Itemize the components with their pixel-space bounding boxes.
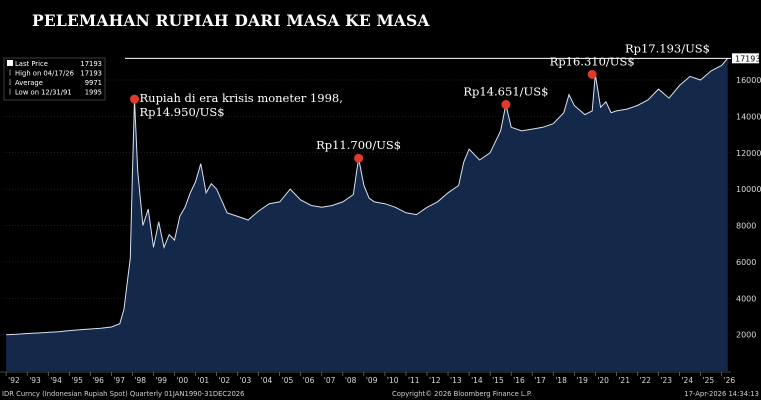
annotation-marker	[130, 94, 140, 104]
x-tick-label: '97	[113, 376, 125, 385]
annotation-label: Rp14.950/US$	[140, 105, 225, 119]
legend-label: High on 04/17/26	[15, 70, 74, 78]
x-tick-label: '08	[345, 376, 357, 385]
x-tick-label: '99	[155, 376, 167, 385]
annotation-marker	[354, 153, 364, 163]
x-axis: '92 '93 '94 '95 '96 '97 '98 '99 '00 '01 '02 '03 '04 '…	[0, 371, 736, 385]
footer: IDR Curncy (Indonesian Rupiah Spot) Quar…	[2, 390, 759, 398]
x-tick-label: '22	[639, 376, 651, 385]
y-tick-label: 8000	[736, 222, 756, 231]
legend: Last Price 17193 High on 04/17/26 17193 Aver…	[3, 57, 106, 101]
annotation-label: Rp16.310/US$	[550, 54, 635, 68]
chart-title: PELEMAHAN RUPIAH DARI MASA KE MASA	[32, 11, 430, 30]
x-tick-label: '19	[576, 376, 588, 385]
x-tick-label: '14	[471, 376, 483, 385]
legend-value: 1995	[85, 89, 102, 97]
x-tick-label: '26	[724, 376, 736, 385]
x-tick-label: '00	[176, 376, 188, 385]
x-tick-label: '24	[681, 376, 693, 385]
x-tick-label: '06	[303, 376, 315, 385]
x-tick-label: '13	[450, 376, 462, 385]
x-tick-label: '15	[492, 376, 504, 385]
y-tick-label: 16000	[736, 76, 761, 85]
price-area	[6, 58, 728, 372]
x-tick-label: '18	[555, 376, 567, 385]
legend-label: Average	[15, 79, 43, 87]
annotation-label: Rp14.651/US$	[463, 85, 548, 99]
y-axis: 2000 4000 6000 8000 10000 12000 14000 16000 1719…	[732, 53, 761, 340]
legend-box	[3, 57, 106, 101]
x-tick-label: '96	[92, 376, 104, 385]
x-tick-label: '16	[513, 376, 525, 385]
y-tick-label: 14000	[736, 112, 761, 121]
footer-timestamp: 17-Apr-2026 14:34:13	[684, 390, 759, 398]
y-tick-label: 6000	[736, 258, 756, 267]
annotation-marker	[501, 100, 511, 110]
price-line	[6, 57, 729, 336]
annotation-label: Rp17.193/US$	[625, 41, 710, 55]
x-tick-label: '95	[71, 376, 83, 385]
last-price-tag-label: 17193	[735, 54, 760, 63]
x-tick-label: '09	[366, 376, 378, 385]
x-tick-label: '07	[324, 376, 336, 385]
x-tick-label: '03	[240, 376, 252, 385]
annotations: Rupiah di era krisis moneter 1998,Rp14.9…	[130, 41, 710, 163]
x-tick-label: '05	[282, 376, 294, 385]
x-tick-label: '10	[387, 376, 399, 385]
x-tick-label: '21	[618, 376, 630, 385]
x-tick-label: '02	[219, 376, 231, 385]
annotation-label: Rp11.700/US$	[316, 138, 401, 152]
last-price-tag	[732, 53, 759, 64]
x-tick-label: '92	[8, 376, 20, 385]
legend-value: 17193	[80, 60, 102, 68]
x-tick-label: '17	[534, 376, 546, 385]
x-tick-label: '12	[429, 376, 441, 385]
annotation-label: Rupiah di era krisis moneter 1998,	[140, 91, 343, 105]
x-tick-label: '94	[50, 376, 62, 385]
legend-label: Last Price	[15, 60, 48, 68]
x-tick-label: '20	[597, 376, 609, 385]
y-tick-label: 4000	[736, 294, 756, 303]
footer-source: IDR Curncy (Indonesian Rupiah Spot) Quar…	[2, 390, 244, 398]
y-tick-label: 2000	[736, 331, 756, 340]
y-tick-label: 12000	[736, 149, 761, 158]
legend-label: Low on 12/31/91	[15, 89, 72, 97]
x-tick-label: '11	[408, 376, 420, 385]
x-tick-label: '01	[198, 376, 210, 385]
x-tick-label: '23	[660, 376, 672, 385]
y-tick-label: 10000	[736, 185, 761, 194]
legend-value: 17193	[80, 70, 102, 78]
x-tick-label: '04	[261, 376, 273, 385]
legend-swatch	[7, 60, 13, 66]
annotation-marker	[587, 69, 597, 79]
x-tick-label: '25	[703, 376, 715, 385]
x-tick-label: '98	[134, 376, 146, 385]
legend-value: 9971	[85, 79, 102, 87]
footer-copyright: Copyright© 2026 Bloomberg Finance L.P.	[392, 390, 532, 398]
x-tick-label: '93	[29, 376, 41, 385]
